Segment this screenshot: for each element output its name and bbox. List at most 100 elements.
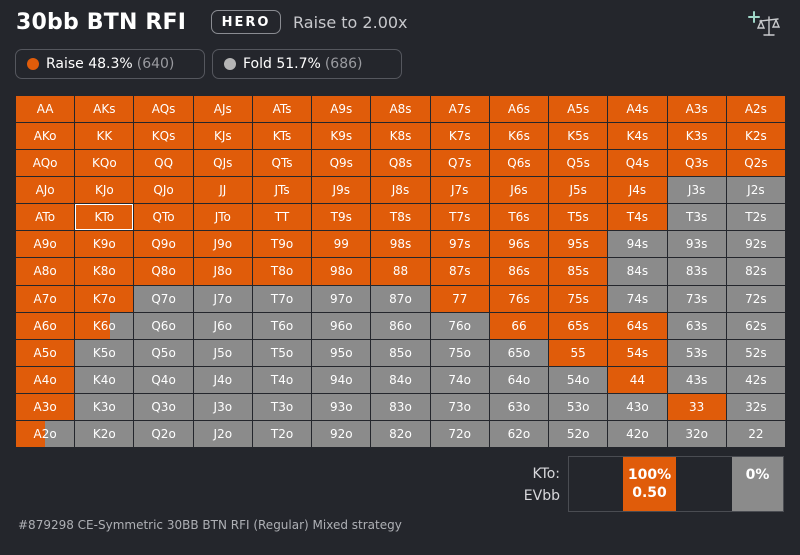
hand-cell[interactable]: 82s	[726, 258, 785, 285]
hand-cell[interactable]: 74s	[608, 285, 667, 312]
hand-cell[interactable]: K8s	[371, 123, 430, 150]
hand-cell[interactable]: 43s	[667, 366, 726, 393]
hand-cell[interactable]: K2o	[75, 420, 134, 447]
hand-cell[interactable]: 63o	[489, 393, 549, 420]
hand-cell[interactable]: K4s	[608, 123, 667, 150]
hand-cell[interactable]: K7o	[75, 285, 134, 312]
hand-cell[interactable]: 97o	[312, 285, 371, 312]
hand-cell[interactable]: 54s	[608, 339, 667, 366]
hand-cell[interactable]: 94o	[312, 366, 371, 393]
hand-cell[interactable]: AQs	[134, 96, 193, 123]
hand-cell[interactable]: A2o	[16, 420, 75, 447]
hand-cell[interactable]: 99	[312, 231, 371, 258]
hero-badge[interactable]: HERO	[211, 10, 281, 34]
hand-cell[interactable]: AJo	[16, 177, 75, 204]
hand-cell[interactable]: 94s	[608, 231, 667, 258]
hand-cell[interactable]: 85o	[371, 339, 430, 366]
hand-cell[interactable]: J2s	[726, 177, 785, 204]
hand-cell[interactable]: KTs	[252, 123, 312, 150]
hand-cell[interactable]: 84o	[371, 366, 430, 393]
hand-cell[interactable]: 62o	[489, 420, 549, 447]
hand-cell[interactable]: T2o	[252, 420, 312, 447]
hand-cell[interactable]: 93s	[667, 231, 726, 258]
hand-cell[interactable]: Q3s	[667, 150, 726, 177]
hand-cell[interactable]: J7o	[193, 285, 252, 312]
hand-cell[interactable]: 33	[667, 393, 726, 420]
hand-cell[interactable]: 76s	[489, 285, 549, 312]
hand-cell[interactable]: Q4s	[608, 150, 667, 177]
hand-cell[interactable]: TT	[252, 204, 312, 231]
hand-cell[interactable]: QTs	[252, 150, 312, 177]
hand-cell[interactable]: Q6s	[489, 150, 549, 177]
hand-cell[interactable]: 74o	[430, 366, 489, 393]
hand-cell[interactable]: A3s	[667, 96, 726, 123]
hand-cell[interactable]: K7s	[430, 123, 489, 150]
hand-cell[interactable]: A7o	[16, 285, 75, 312]
hand-cell[interactable]: A6o	[16, 312, 75, 339]
hand-cell[interactable]: 92s	[726, 231, 785, 258]
hand-cell[interactable]: K6o	[75, 312, 134, 339]
hand-cell[interactable]: Q5o	[134, 339, 193, 366]
hand-cell[interactable]: Q3o	[134, 393, 193, 420]
hand-cell[interactable]: Q8o	[134, 258, 193, 285]
hand-cell[interactable]: J5s	[549, 177, 608, 204]
hand-cell[interactable]: A8o	[16, 258, 75, 285]
hand-cell[interactable]: J8o	[193, 258, 252, 285]
hand-cell[interactable]: A8s	[371, 96, 430, 123]
hand-cell[interactable]: A2s	[726, 96, 785, 123]
hand-cell[interactable]: A5s	[549, 96, 608, 123]
hand-cell[interactable]: 53s	[667, 339, 726, 366]
hand-cell[interactable]: JTs	[252, 177, 312, 204]
hand-cell[interactable]: K5s	[549, 123, 608, 150]
hand-cell[interactable]: AKs	[75, 96, 134, 123]
hand-cell[interactable]: Q2s	[726, 150, 785, 177]
hand-cell[interactable]: 93o	[312, 393, 371, 420]
hand-cell[interactable]: A3o	[16, 393, 75, 420]
hand-cell[interactable]: K6s	[489, 123, 549, 150]
fold-legend[interactable]: Fold 51.7% (686)	[212, 49, 402, 79]
hand-cell[interactable]: 86o	[371, 312, 430, 339]
hand-cell[interactable]: 75s	[549, 285, 608, 312]
hand-cell[interactable]: 54o	[549, 366, 608, 393]
hand-cell[interactable]: 52s	[726, 339, 785, 366]
hand-cell[interactable]: 72o	[430, 420, 489, 447]
hand-cell[interactable]: K8o	[75, 258, 134, 285]
hand-cell[interactable]: 62s	[726, 312, 785, 339]
hand-cell[interactable]: K2s	[726, 123, 785, 150]
hand-cell[interactable]: 98o	[312, 258, 371, 285]
hand-cell[interactable]: 42o	[608, 420, 667, 447]
hand-cell[interactable]: A9s	[312, 96, 371, 123]
hand-cell[interactable]: J8s	[371, 177, 430, 204]
hand-cell[interactable]: Q8s	[371, 150, 430, 177]
hand-cell[interactable]: A6s	[489, 96, 549, 123]
hand-cell[interactable]: T3o	[252, 393, 312, 420]
hand-cell[interactable]: 96o	[312, 312, 371, 339]
hand-cell[interactable]: JJ	[193, 177, 252, 204]
hand-cell[interactable]: QQ	[134, 150, 193, 177]
hand-cell[interactable]: T8s	[371, 204, 430, 231]
hand-cell[interactable]: J4o	[193, 366, 252, 393]
hand-cell[interactable]: J7s	[430, 177, 489, 204]
hand-cell[interactable]: 86s	[489, 258, 549, 285]
hand-cell[interactable]: J4s	[608, 177, 667, 204]
hand-cell[interactable]: 43o	[608, 393, 667, 420]
hand-cell[interactable]: KQo	[75, 150, 134, 177]
hand-cell[interactable]: 96s	[489, 231, 549, 258]
hand-cell[interactable]: KJs	[193, 123, 252, 150]
hand-cell[interactable]: T5o	[252, 339, 312, 366]
hand-cell[interactable]: A7s	[430, 96, 489, 123]
hand-cell[interactable]: 65s	[549, 312, 608, 339]
hand-cell[interactable]: 82o	[371, 420, 430, 447]
hand-cell[interactable]: J9s	[312, 177, 371, 204]
hand-cell[interactable]: KQs	[134, 123, 193, 150]
hand-cell[interactable]: 22	[726, 420, 785, 447]
hand-cell[interactable]: A4o	[16, 366, 75, 393]
hand-cell[interactable]: J3o	[193, 393, 252, 420]
hand-cell[interactable]: 55	[549, 339, 608, 366]
hand-cell[interactable]: Q9o	[134, 231, 193, 258]
hand-cell[interactable]: 66	[489, 312, 549, 339]
hand-cell[interactable]: 87s	[430, 258, 489, 285]
hand-cell[interactable]: 44	[608, 366, 667, 393]
hand-cell[interactable]: T9o	[252, 231, 312, 258]
hand-cell[interactable]: AJs	[193, 96, 252, 123]
